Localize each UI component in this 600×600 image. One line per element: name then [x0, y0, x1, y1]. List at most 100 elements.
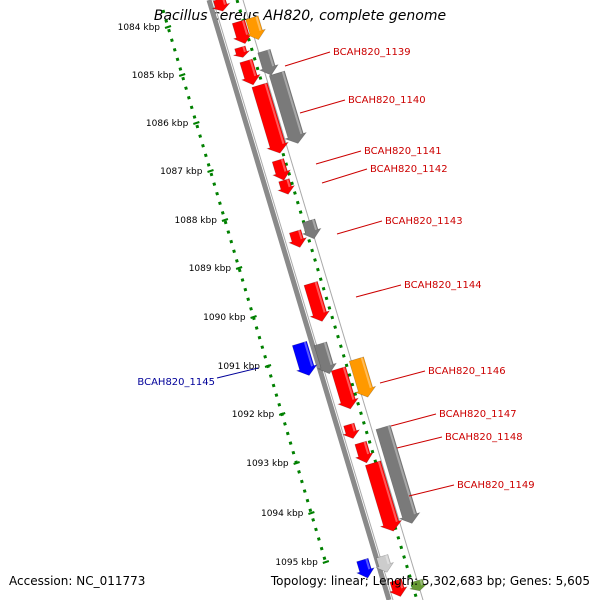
tick-mark-8 — [264, 364, 272, 368]
tick-label-9: 1092 kbp — [232, 410, 275, 420]
gene-leader-line-9 — [390, 413, 437, 427]
gene-arrow-highlight — [323, 342, 333, 366]
gene-arrow-highlight — [419, 579, 424, 586]
tick-label-12: 1095 kbp — [275, 558, 318, 568]
gene-arrow-9 — [271, 158, 291, 181]
gene-arrow-22 — [375, 554, 395, 573]
gene-label-5: BCAH820_1143 — [385, 216, 463, 227]
gene-arrow-highlight — [398, 579, 404, 589]
tick-mark-1 — [164, 25, 172, 29]
gene-arrow-shape — [291, 340, 318, 376]
gene-leader-line-2 — [299, 99, 346, 114]
gene-arrow-highlight — [286, 178, 291, 188]
tick-label-2: 1085 kbp — [132, 71, 175, 81]
gene-arrow-shape — [277, 178, 296, 195]
gene-arrow-24 — [388, 578, 408, 597]
tick-label-6: 1089 kbp — [189, 264, 232, 274]
gene-arrow-3 — [245, 15, 266, 41]
tick-mark-12 — [322, 560, 330, 564]
tick-mark-11 — [308, 511, 315, 515]
tick-label-10: 1093 kbp — [246, 459, 289, 469]
tick-mark-9 — [278, 412, 286, 416]
gene-label-11: BCAH820_1149 — [457, 480, 535, 491]
gene-leader-line-8 — [379, 370, 426, 384]
gene-arrow-highlight — [377, 461, 398, 523]
gene-arrow-shape — [257, 48, 279, 76]
gene-arrow-highlight — [281, 71, 303, 135]
gene-arrow-shape — [271, 158, 291, 181]
gene-arrow-highlight — [303, 341, 314, 367]
gene-label-2: BCAH820_1140 — [348, 95, 426, 106]
tick-mark-7 — [250, 315, 257, 319]
band-right-edge — [242, 0, 424, 600]
gene-arrow-shape — [251, 82, 290, 154]
gene-arrow-shape — [375, 554, 395, 573]
left-dotted-guide — [161, 9, 327, 561]
gene-arrow-highlight — [365, 558, 371, 570]
tick-label-3: 1086 kbp — [146, 119, 189, 129]
gene-arrow-21 — [364, 460, 403, 532]
gene-arrow-11 — [288, 229, 308, 248]
gene-label-1: BCAH820_1139 — [333, 47, 411, 58]
tick-mark-6 — [235, 266, 243, 270]
gene-arrow-highlight — [360, 357, 372, 389]
gene-arrow-18 — [342, 422, 361, 439]
gene-arrow-25 — [409, 578, 428, 592]
gene-leader-line-10 — [396, 436, 443, 449]
gene-label-7: BCAH820_1145 — [137, 377, 215, 388]
gene-arrow-6 — [257, 48, 279, 76]
gene-arrow-shape — [313, 341, 337, 375]
gene-arrow-highlight — [387, 425, 416, 515]
gene-arrow-5 — [239, 58, 261, 86]
gene-arrow-highlight — [267, 49, 275, 67]
gene-arrow-shape — [388, 578, 408, 597]
tick-mark-5 — [221, 218, 229, 222]
gene-arrow-highlight — [280, 158, 287, 172]
gene-arrow-highlight — [363, 441, 370, 455]
gene-arrow-shape — [342, 422, 361, 439]
gene-label-10: BCAH820_1148 — [445, 432, 523, 443]
gene-arrow-shape — [239, 58, 261, 86]
gene-arrow-highlight — [255, 16, 262, 31]
gene-arrow-23 — [356, 557, 375, 579]
tick-mark-3 — [193, 121, 200, 125]
gene-leader-line-5 — [336, 220, 383, 235]
tick-label-7: 1090 kbp — [203, 313, 246, 323]
gene-arrow-1 — [211, 0, 231, 12]
gene-arrow-highlight — [314, 281, 326, 313]
gene-arrow-shape — [409, 578, 428, 592]
gene-leader-line-4 — [321, 168, 368, 184]
accession-text: Accession: NC_011773 — [9, 574, 146, 588]
gene-arrow-highlight — [264, 83, 285, 145]
gene-leader-line-11 — [408, 484, 455, 497]
gene-arrow-10 — [277, 178, 296, 195]
gene-leader-line-1 — [284, 51, 331, 67]
gene-arrow-highlight — [241, 20, 249, 36]
gene-leader-line-3 — [315, 150, 362, 165]
tick-mark-10 — [293, 461, 300, 465]
gene-arrow-19 — [354, 440, 374, 464]
gene-leader-line-6 — [355, 284, 402, 298]
gene-arrow-shape — [211, 0, 231, 12]
tick-mark-2 — [178, 73, 186, 77]
gene-label-9: BCAH820_1147 — [439, 409, 517, 420]
gene-arrow-16 — [330, 366, 359, 410]
gene-arrow-shape — [268, 70, 307, 144]
tick-label-5: 1088 kbp — [175, 216, 218, 226]
gene-arrow-highlight — [312, 219, 318, 231]
gene-label-3: BCAH820_1141 — [364, 146, 442, 157]
gene-arrow-shape — [301, 218, 322, 240]
gene-arrow-shape — [233, 45, 250, 58]
gene-arrow-highlight — [342, 366, 355, 400]
gene-arrow-shape — [245, 15, 266, 41]
gene-arrow-highlight — [385, 554, 390, 565]
gene-arrow-17 — [348, 356, 377, 398]
gene-arrow-7 — [251, 82, 290, 154]
gene-label-6: BCAH820_1144 — [404, 280, 482, 291]
tick-label-8: 1091 kbp — [218, 362, 261, 372]
gene-arrow-highlight — [222, 0, 226, 5]
genome-backbone — [206, 0, 392, 600]
gene-arrow-15 — [291, 340, 318, 376]
gene-arrow-13 — [303, 281, 331, 322]
gene-arrow-4 — [233, 45, 250, 58]
